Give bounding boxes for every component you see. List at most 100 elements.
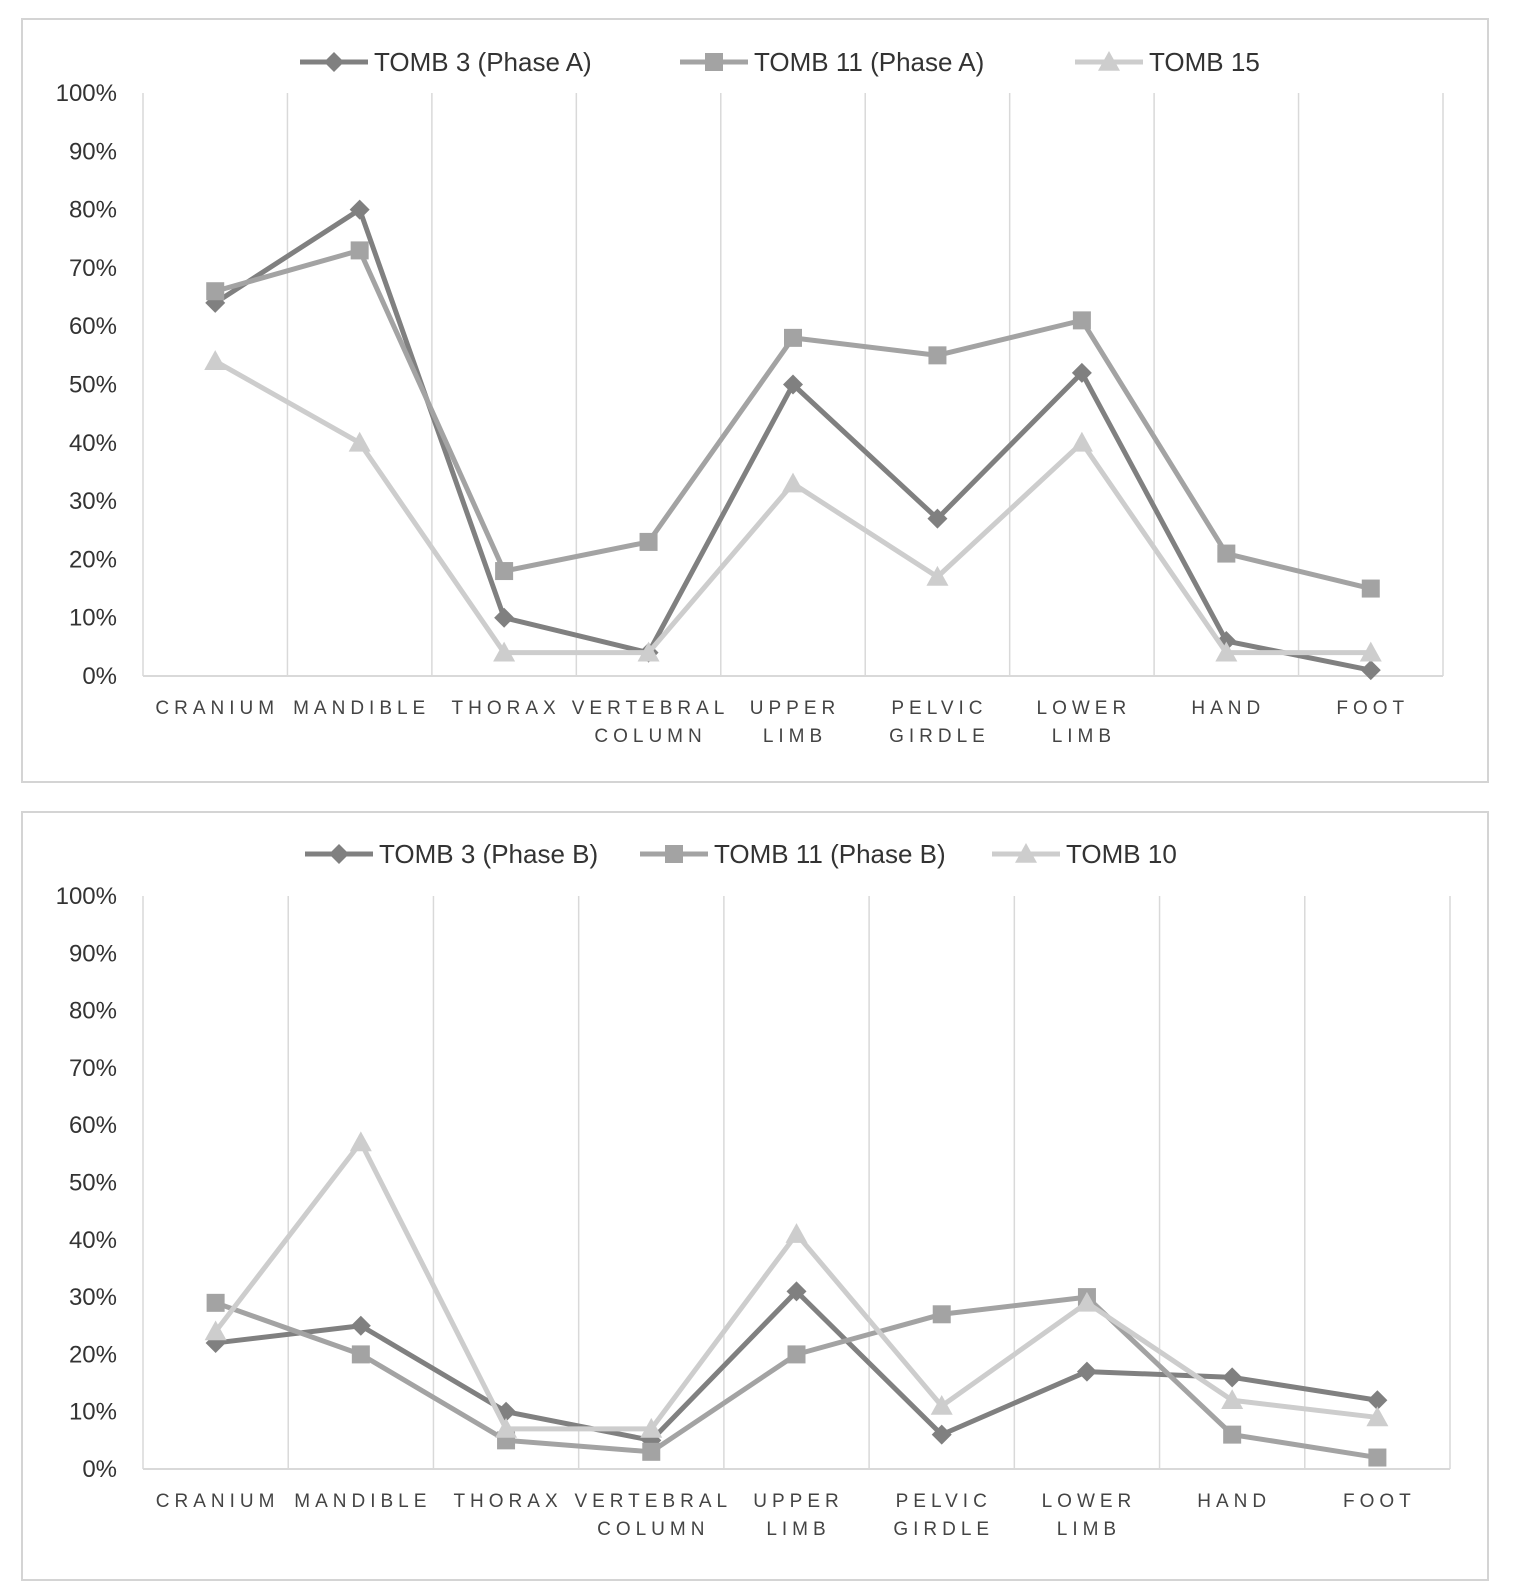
series-3 [204,350,1382,662]
data-point [495,562,514,581]
data-point [1072,311,1091,330]
y-tick-label: 40% [69,1227,117,1254]
y-tick-label: 30% [69,488,117,515]
y-tick-label: 30% [69,1284,117,1311]
x-tick-label: THORAX [453,1491,562,1512]
legend-item: TOMB 11 (Phase B) [640,839,946,869]
series-3 [204,1131,1389,1438]
data-point [787,1345,806,1364]
legend-label: TOMB 10 [1066,839,1177,869]
x-tick-label: LIMB [766,1519,830,1540]
legend-marker [705,53,723,71]
y-tick-label: 10% [69,1399,117,1426]
y-tick-label: 90% [69,138,117,165]
legend-label: TOMB 11 (Phase A) [754,47,984,77]
data-point [493,641,516,662]
series-1 [205,199,1381,681]
data-point [637,641,660,662]
y-tick-label: 100% [56,883,117,910]
x-tick-label: THORAX [452,698,561,719]
data-point [351,1345,370,1364]
x-tick-label: GIRDLE [889,726,990,747]
x-tick-label: VERTEBRAL [574,1491,732,1512]
y-tick-label: 0% [82,1456,117,1483]
legend-marker [324,52,344,72]
chart-panel-bottom [21,811,1489,1581]
data-point [1361,579,1380,598]
data-point [350,1315,371,1336]
x-tick-label: LOWER [1037,698,1132,719]
x-tick-label: UPPER [753,1491,843,1512]
x-tick-label: PELVIC [896,1491,992,1512]
y-tick-label: 70% [69,255,117,282]
x-tick-label: LIMB [1052,726,1116,747]
legend: TOMB 3 (Phase A) TOMB 11 (Phase A) TOMB 15 [300,47,1260,77]
data-point [782,472,804,493]
x-tick-label: GIRDLE [893,1519,994,1540]
legend-item: TOMB 11 (Phase A) [680,47,984,77]
legend-item: TOMB 15 [1075,47,1260,77]
data-point [206,1293,225,1312]
data-point [350,241,369,260]
legend-marker [329,844,349,864]
x-tick-label: HAND [1191,698,1265,719]
chart-2: 0% 10% 20% 30% 40% 50% 60% 70% 80% 90% 100% CRANIUM… [56,839,1451,1540]
data-point [206,282,225,301]
legend-marker [1015,843,1037,863]
series-1 [205,1281,1388,1451]
data-point [931,1424,952,1445]
x-tick-label: PELVIC [891,698,987,719]
x-tick-label: LIMB [1057,1519,1121,1540]
x-tick-label: LIMB [763,726,827,747]
legend: TOMB 3 (Phase B) TOMB 11 (Phase B) TOMB 10 [305,839,1177,869]
data-point [1070,431,1093,452]
data-point [786,1281,807,1302]
x-tick-label: UPPER [750,698,840,719]
data-point [927,508,948,529]
x-tick-label: COLUMN [594,726,706,747]
y-tick-label: 20% [69,546,117,573]
x-tick-label: LOWER [1042,1491,1137,1512]
data-point [204,1320,227,1341]
y-tick-label: 20% [69,1341,117,1368]
data-point [640,1417,663,1438]
legend-label: TOMB 11 (Phase B) [714,839,946,869]
y-tick-label: 50% [69,372,117,399]
y-tick-label: 50% [69,1170,117,1197]
data-point [349,1131,372,1152]
legend-marker [665,845,683,863]
data-point [1217,544,1236,563]
data-point [1359,641,1382,662]
x-tick-label: FOOT [1343,1491,1416,1512]
data-point [930,1394,953,1415]
data-point [1222,1367,1243,1388]
data-point [784,328,802,347]
data-point [494,607,515,628]
data-point [639,532,658,551]
legend-label: TOMB 15 [1149,47,1260,77]
data-point [204,350,227,370]
x-tick-label: HAND [1197,1491,1271,1512]
series-line [215,1288,1378,1443]
y-tick-label: 80% [69,998,117,1025]
data-point [926,565,949,586]
legend-label: TOMB 3 (Phase B) [379,839,598,869]
x-tick-label: CRANIUM [156,1491,280,1512]
data-point [932,1305,951,1324]
y-tick-label: 10% [69,605,117,632]
y-tick-label: 40% [69,430,117,457]
data-point [1076,1361,1097,1382]
data-point [785,1223,808,1243]
y-tick-label: 0% [82,663,117,690]
legend-item: TOMB 10 [992,839,1177,869]
y-tick-label: 70% [69,1055,117,1082]
data-point [1368,1448,1387,1467]
data-point [495,1417,518,1438]
x-tick-label: VERTEBRAL [572,698,730,719]
y-tick-label: 60% [69,313,117,340]
data-point [1366,1406,1389,1427]
x-tick-label: MANDIBLE [293,698,430,719]
chart-1: 0% 10% 20% 30% 40% 50% 60% 70% 80% 90% 100% CRANIUM… [56,47,1444,747]
legend-item: TOMB 3 (Phase B) [305,839,598,869]
